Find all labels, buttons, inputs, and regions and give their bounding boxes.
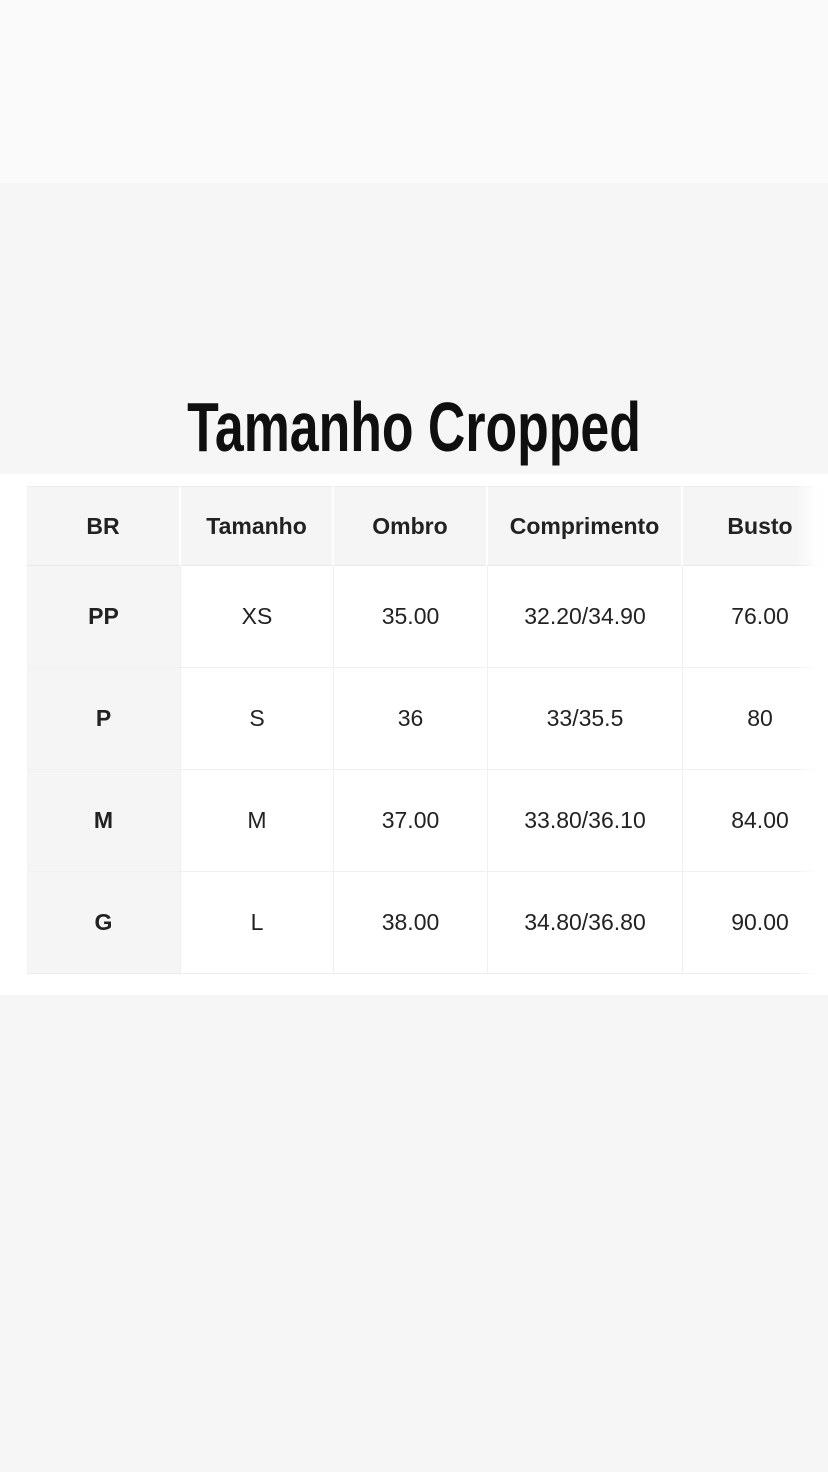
table-cell: 84.00 xyxy=(683,770,828,872)
row-header-cell: PP xyxy=(27,566,181,668)
table-cell: 33/35.5 xyxy=(488,668,683,770)
size-table-scroll-area[interactable]: BR Tamanho Ombro Comprimento Busto PP XS 35.00… xyxy=(27,486,828,975)
column-header: Tamanho xyxy=(181,486,334,566)
size-table: BR Tamanho Ombro Comprimento Busto PP XS 35.00… xyxy=(27,486,828,974)
table-cell: L xyxy=(181,872,334,974)
table-cell: 34.80/36.80 xyxy=(488,872,683,974)
table-cell: 35.00 xyxy=(334,566,488,668)
row-header-cell: P xyxy=(27,668,181,770)
table-cell: 36 xyxy=(334,668,488,770)
table-cell: 80 xyxy=(683,668,828,770)
size-table-body: PP XS 35.00 32.20/34.90 76.00 P S 36 33/35.5 80 M M… xyxy=(27,566,828,974)
table-cell: 37.00 xyxy=(334,770,488,872)
table-row: PP XS 35.00 32.20/34.90 76.00 xyxy=(27,566,828,668)
table-row: P S 36 33/35.5 80 xyxy=(27,668,828,770)
table-cell: 38.00 xyxy=(334,872,488,974)
table-cell: XS xyxy=(181,566,334,668)
column-header: Comprimento xyxy=(488,486,683,566)
table-cell: 76.00 xyxy=(683,566,828,668)
table-cell: S xyxy=(181,668,334,770)
table-cell: 33.80/36.10 xyxy=(488,770,683,872)
column-header: Ombro xyxy=(334,486,488,566)
table-cell: M xyxy=(181,770,334,872)
column-header: BR xyxy=(27,486,181,566)
size-chart-title: Tamanho Cropped xyxy=(187,388,641,466)
table-row: G L 38.00 34.80/36.80 90.00 xyxy=(27,872,828,974)
size-table-header-row: BR Tamanho Ombro Comprimento Busto xyxy=(27,486,828,566)
table-cell: 90.00 xyxy=(683,872,828,974)
row-header-cell: M xyxy=(27,770,181,872)
table-cell: 32.20/34.90 xyxy=(488,566,683,668)
row-header-cell: G xyxy=(27,872,181,974)
top-background-band xyxy=(0,0,828,183)
column-header: Busto xyxy=(683,486,828,566)
table-row: M M 37.00 33.80/36.10 84.00 xyxy=(27,770,828,872)
